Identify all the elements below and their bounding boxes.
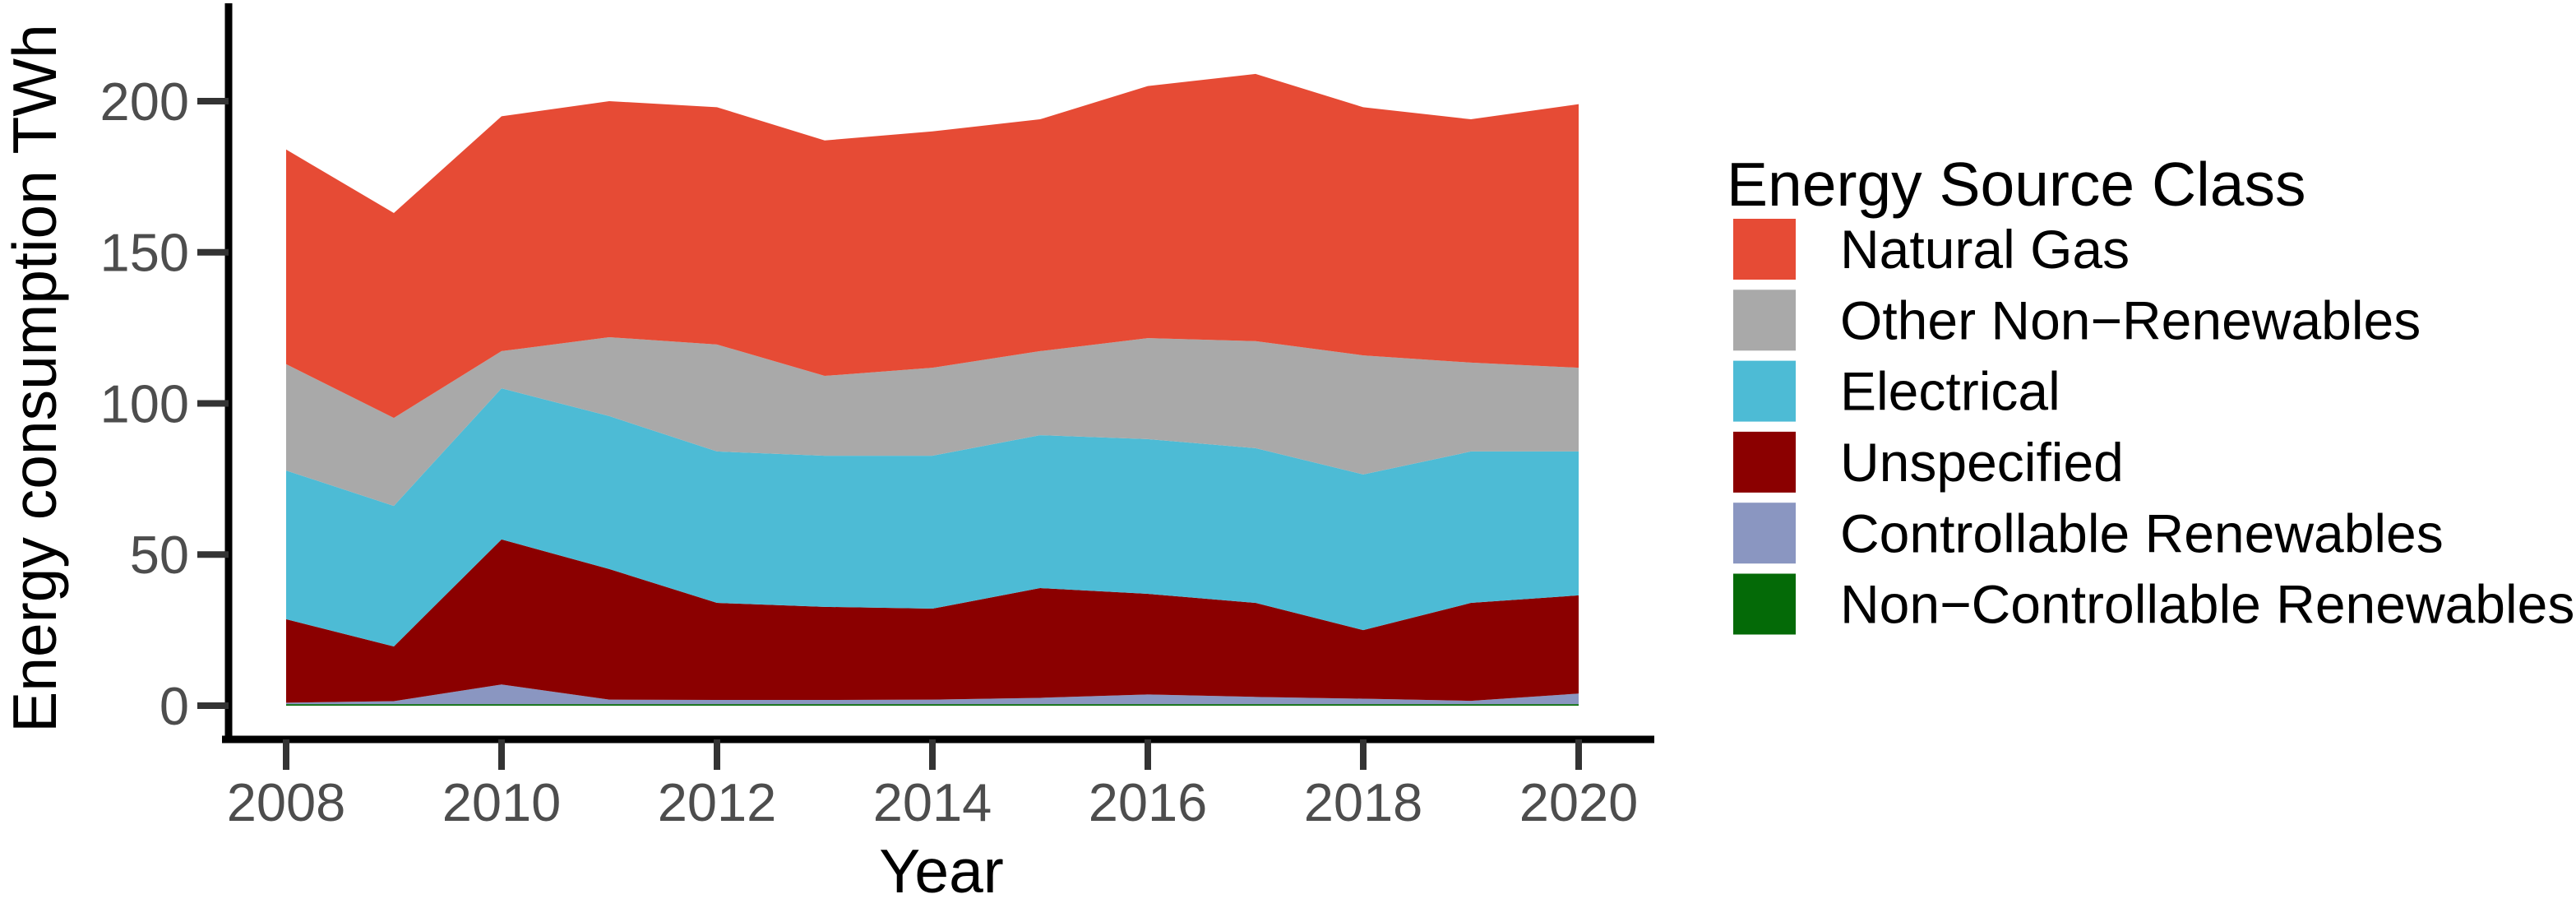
y-tick-label: 0 [160, 676, 189, 736]
legend-swatch [1733, 360, 1796, 422]
y-tick-label: 50 [130, 525, 189, 585]
legend-swatch [1733, 503, 1796, 564]
plot-areas [286, 73, 1579, 706]
legend-item-label: Natural Gas [1840, 219, 2130, 280]
legend-item-label: Controllable Renewables [1840, 503, 2444, 563]
legend-item: Natural Gas [1733, 219, 2130, 280]
x-axis-title: Year [879, 836, 1004, 906]
legend-item: Non−Controllable Renewables [1733, 573, 2574, 635]
area-electrical [286, 388, 1579, 646]
x-tick-label: 2012 [658, 772, 777, 832]
legend-items: Natural Gas Other Non−Renewables Electrica… [1733, 219, 2574, 635]
y-axis-title: Energy consumption TWh [0, 24, 69, 733]
x-tick-label: 2020 [1519, 772, 1639, 832]
legend-swatch [1733, 219, 1796, 280]
axes: 0 50 100 150 200 2008 2010 2012 2014 2016 2018 2020 [100, 3, 1654, 832]
legend-swatch [1733, 431, 1796, 493]
area-natural-gas [286, 73, 1579, 419]
legend-item-label: Electrical [1840, 361, 2060, 422]
legend-item-label: Non−Controllable Renewables [1840, 574, 2574, 635]
area-non-controllable-renewables [286, 704, 1579, 706]
legend-item: Other Non−Renewables [1733, 290, 2421, 350]
legend-swatch [1733, 573, 1796, 635]
y-tick-label: 200 [100, 72, 189, 132]
x-tick-label: 2008 [227, 772, 346, 832]
x-tick-label: 2014 [873, 772, 992, 832]
legend-item: Unspecified [1733, 431, 2124, 493]
x-tick-label: 2016 [1089, 772, 1208, 832]
y-tick-label: 100 [100, 373, 189, 433]
y-tick-label: 150 [100, 223, 189, 283]
area-unspecified [286, 539, 1579, 703]
legend-item: Electrical [1733, 360, 2060, 422]
area-controllable-renewables [286, 684, 1579, 705]
legend-item-label: Unspecified [1840, 432, 2124, 493]
legend: Energy Source Class Natural Gas Other Non… [1727, 150, 2574, 635]
legend-item: Controllable Renewables [1733, 503, 2444, 563]
area-other-non-renewables [286, 337, 1579, 507]
x-tick-label: 2018 [1304, 772, 1423, 832]
legend-title: Energy Source Class [1727, 150, 2305, 219]
legend-item-label: Other Non−Renewables [1840, 290, 2421, 350]
legend-swatch [1733, 290, 1796, 351]
x-tick-label: 2010 [442, 772, 562, 832]
